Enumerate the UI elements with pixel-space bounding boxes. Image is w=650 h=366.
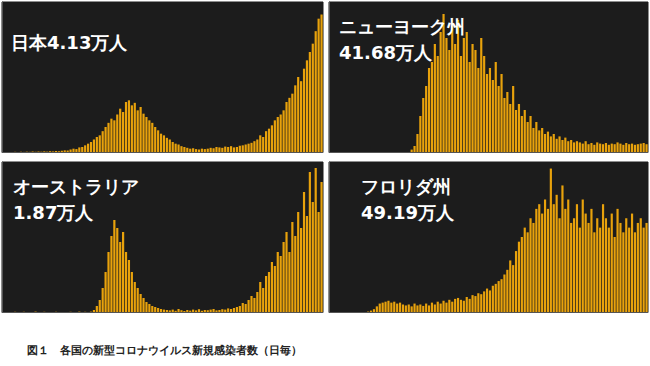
svg-text:日本4.13万人: 日本4.13万人 xyxy=(11,32,128,53)
svg-text:ニューヨーク州: ニューヨーク州 xyxy=(339,16,465,37)
svg-text:41.68万人: 41.68万人 xyxy=(339,42,433,63)
svg-text:フロリダ州: フロリダ州 xyxy=(361,176,451,197)
svg-text:49.19万人: 49.19万人 xyxy=(361,202,455,223)
svg-text:1.87万人: 1.87万人 xyxy=(13,202,94,223)
svg-text:オーストラリア: オーストラリア xyxy=(13,176,139,197)
svg-text:図１ 各国の新型コロナウイルス新規感染者数（日毎）: 図１ 各国の新型コロナウイルス新規感染者数（日毎） xyxy=(27,344,302,357)
